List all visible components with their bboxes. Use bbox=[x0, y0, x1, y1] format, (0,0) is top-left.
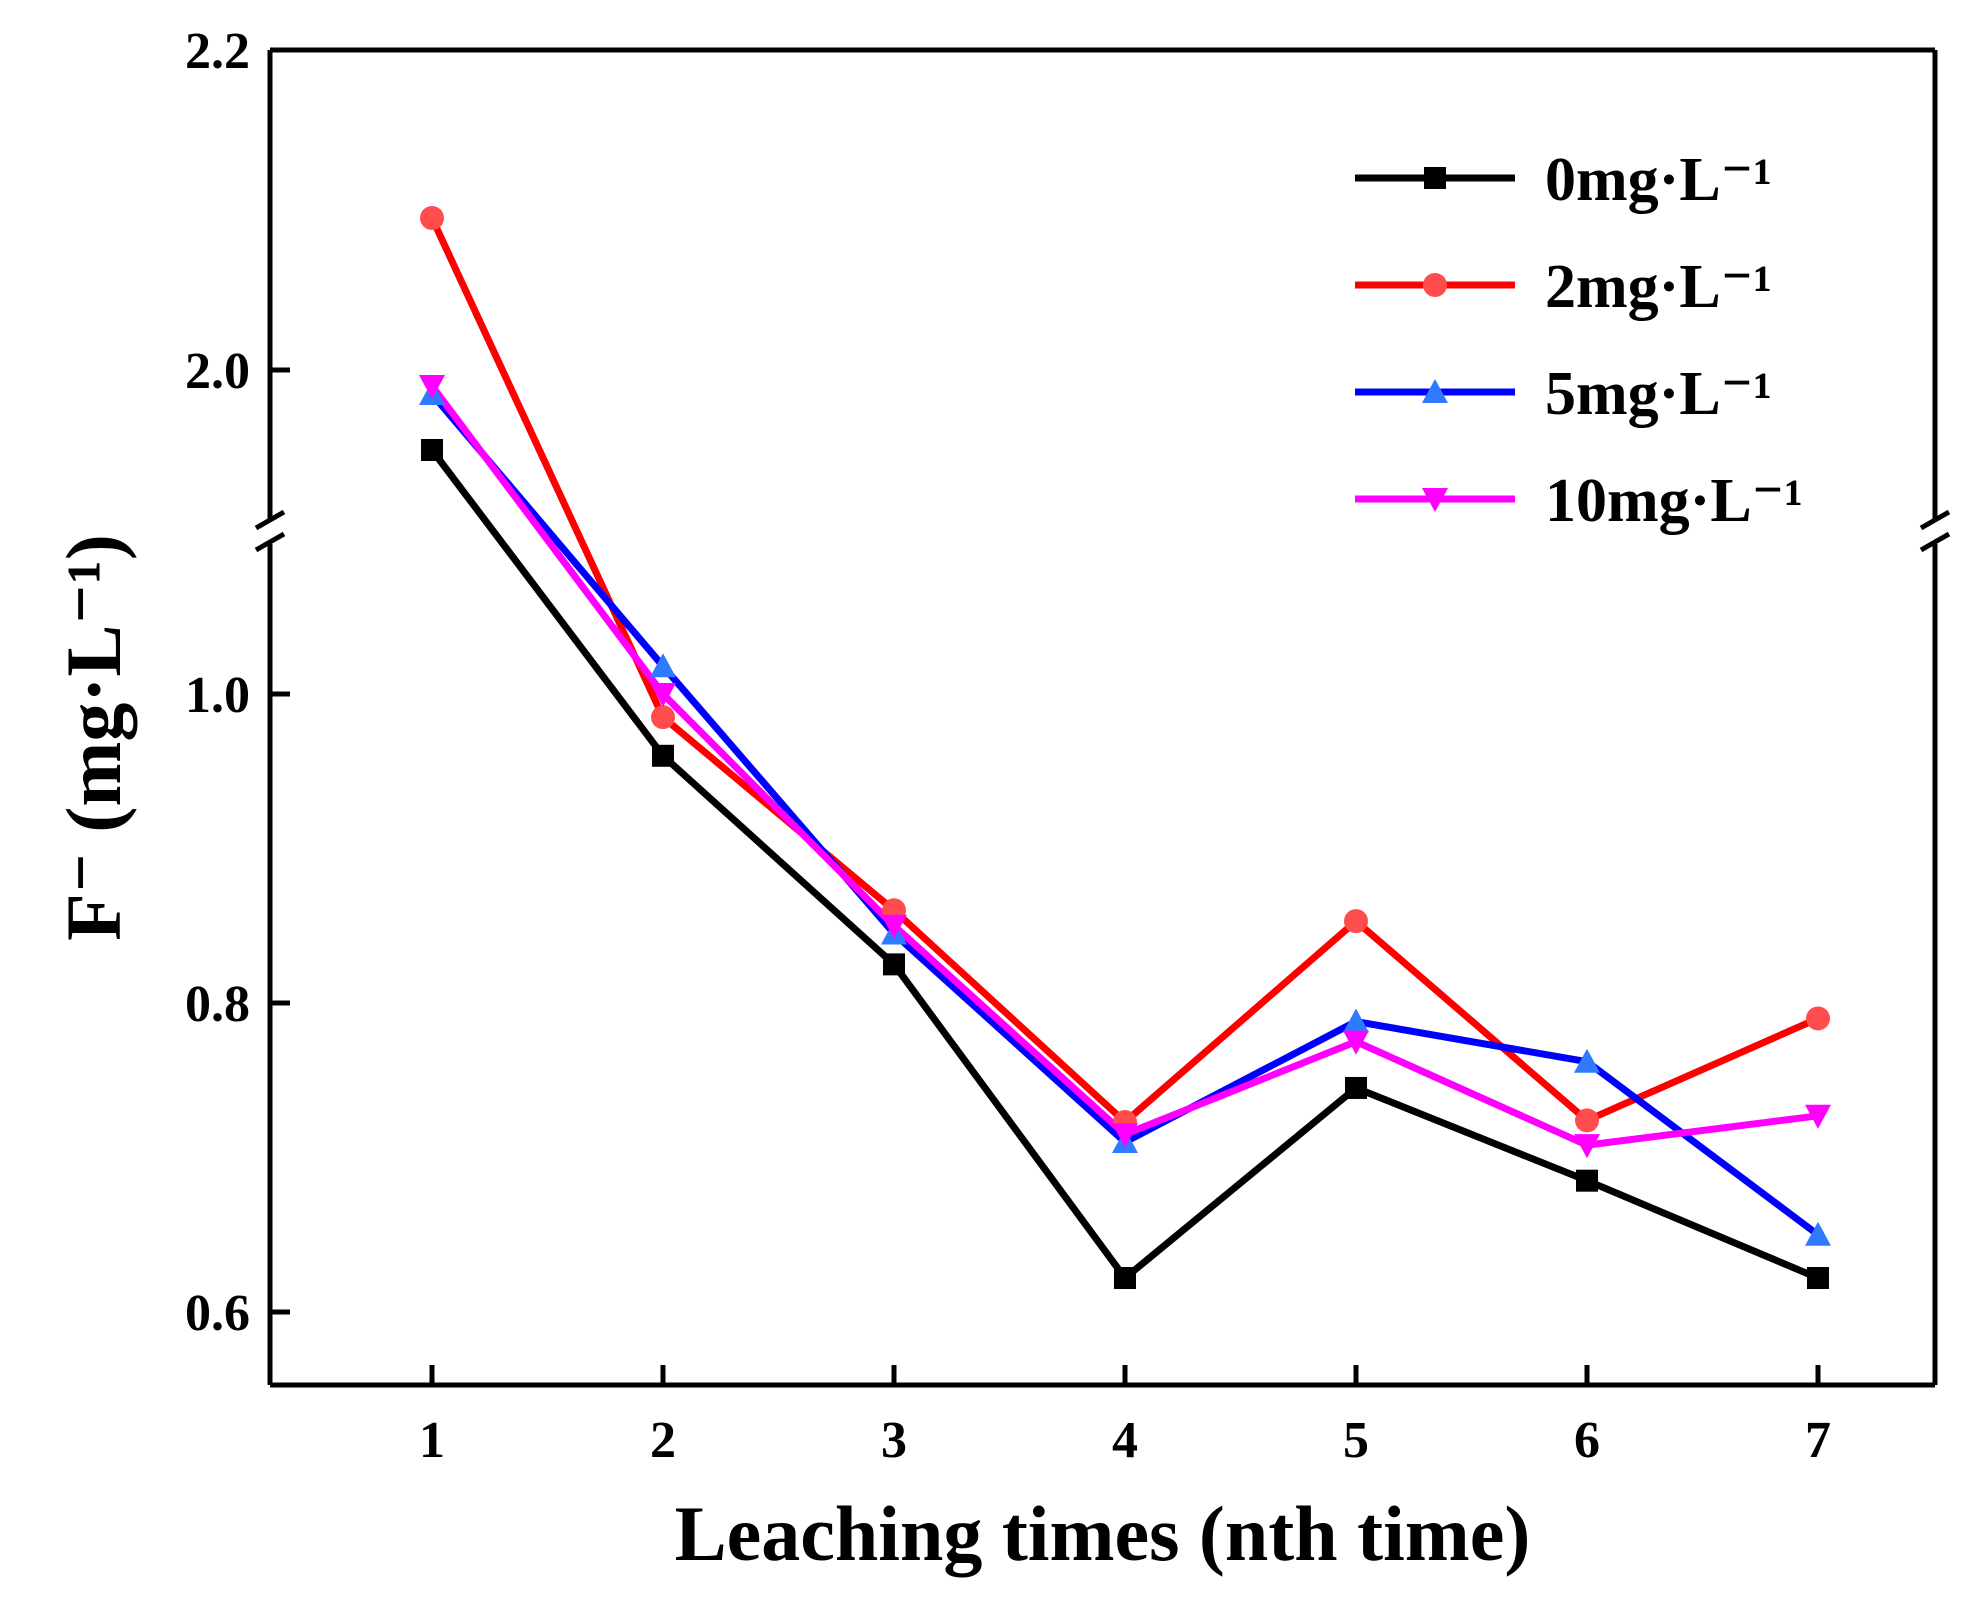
x-axis-title: Leaching times (nth time) bbox=[675, 1490, 1531, 1577]
data-point-s1-2 bbox=[651, 705, 675, 730]
legend-marker-2 bbox=[1422, 379, 1448, 403]
data-point-s1-1 bbox=[420, 206, 444, 230]
y-tick-label: 2.0 bbox=[185, 343, 250, 400]
data-point-s1-6 bbox=[1575, 1108, 1599, 1133]
data-point-s0-1 bbox=[421, 439, 443, 461]
data-point-s0-5 bbox=[1345, 1076, 1367, 1099]
y-tick-label: 2.2 bbox=[185, 23, 250, 80]
y-axis-title: F⁻ (mg·L⁻¹) bbox=[50, 534, 137, 941]
y-tick-label: 1.0 bbox=[185, 667, 250, 724]
legend-marker-1 bbox=[1423, 273, 1447, 297]
data-point-s0-4 bbox=[1114, 1267, 1136, 1290]
data-point-s3-2 bbox=[650, 683, 676, 707]
legend-marker-3 bbox=[1422, 488, 1448, 512]
data-point-s3-4 bbox=[1112, 1123, 1138, 1148]
data-point-s1-7 bbox=[1806, 1006, 1830, 1031]
data-point-s0-3 bbox=[883, 953, 905, 976]
x-tick-label: 7 bbox=[1805, 1412, 1831, 1469]
data-point-s0-6 bbox=[1576, 1169, 1598, 1192]
x-tick-label: 5 bbox=[1343, 1412, 1369, 1469]
x-tick-label: 4 bbox=[1112, 1412, 1138, 1469]
y-tick-label: 0.6 bbox=[185, 1285, 250, 1342]
ticks: 0.6 0.8 1.0 2.0 2.2 1 2 3 4 5 6 7 bbox=[185, 23, 1831, 1469]
data-point-s2-2 bbox=[650, 653, 676, 678]
data-point-s2-6 bbox=[1574, 1048, 1600, 1073]
x-tick-label: 1 bbox=[419, 1412, 445, 1469]
axis-break-mark bbox=[1919, 531, 1951, 553]
axis-break-mark bbox=[254, 531, 286, 553]
legend-marker-0 bbox=[1424, 167, 1446, 189]
legend: 0mg·L⁻¹ 2mg·L⁻¹ 5mg·L⁻¹ 10mg·L⁻¹ bbox=[1355, 146, 1803, 535]
data-point-s2-5 bbox=[1343, 1008, 1369, 1033]
data-point-s3-1 bbox=[419, 375, 445, 399]
x-tick-label: 2 bbox=[650, 1412, 676, 1469]
legend-label-1: 2mg·L⁻¹ bbox=[1545, 253, 1772, 321]
axis-break-mark bbox=[254, 509, 286, 531]
y-tick-label: 0.8 bbox=[185, 976, 250, 1033]
axis-break-mark bbox=[1919, 509, 1951, 531]
x-tick-label: 3 bbox=[881, 1412, 907, 1469]
data-point-s2-7 bbox=[1805, 1221, 1831, 1246]
data-point-s0-2 bbox=[652, 744, 674, 767]
axes bbox=[254, 47, 1951, 1388]
legend-label-0: 0mg·L⁻¹ bbox=[1545, 146, 1772, 214]
legend-label-3: 10mg·L⁻¹ bbox=[1545, 467, 1803, 535]
legend-label-2: 5mg·L⁻¹ bbox=[1545, 360, 1772, 428]
data-point-s3-6 bbox=[1574, 1134, 1600, 1159]
data-point-s3-3 bbox=[881, 914, 907, 939]
data-point-s3-5 bbox=[1343, 1030, 1369, 1055]
data-point-s3-7 bbox=[1805, 1104, 1831, 1129]
x-tick-label: 6 bbox=[1574, 1412, 1600, 1469]
plot-markers bbox=[419, 206, 1831, 1290]
data-point-s0-7 bbox=[1807, 1267, 1829, 1290]
data-point-s1-5 bbox=[1344, 909, 1368, 934]
